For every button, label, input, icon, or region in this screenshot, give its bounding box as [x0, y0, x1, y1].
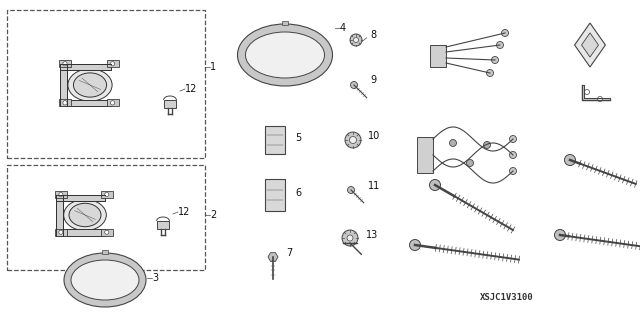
Circle shape — [554, 229, 566, 241]
Circle shape — [483, 142, 490, 149]
Text: 8: 8 — [370, 30, 376, 40]
FancyBboxPatch shape — [164, 100, 177, 108]
FancyBboxPatch shape — [59, 60, 71, 67]
Circle shape — [486, 70, 493, 77]
Circle shape — [509, 152, 516, 159]
Circle shape — [105, 192, 109, 197]
Circle shape — [598, 97, 602, 101]
Text: 3: 3 — [152, 273, 158, 283]
Ellipse shape — [74, 73, 107, 97]
FancyBboxPatch shape — [60, 100, 111, 106]
FancyBboxPatch shape — [59, 100, 71, 106]
Text: XSJC1V3100: XSJC1V3100 — [480, 293, 534, 302]
Circle shape — [63, 101, 67, 105]
Circle shape — [345, 132, 361, 148]
Ellipse shape — [64, 253, 146, 307]
FancyBboxPatch shape — [107, 60, 118, 67]
Circle shape — [350, 34, 362, 46]
FancyBboxPatch shape — [282, 21, 288, 25]
Circle shape — [347, 235, 353, 241]
FancyBboxPatch shape — [56, 229, 105, 235]
Circle shape — [449, 139, 456, 146]
Circle shape — [584, 90, 589, 94]
Circle shape — [351, 81, 358, 88]
Circle shape — [502, 29, 509, 36]
Text: 12: 12 — [178, 207, 190, 217]
FancyBboxPatch shape — [430, 45, 446, 67]
Polygon shape — [582, 33, 598, 57]
Text: 13: 13 — [366, 230, 378, 240]
Ellipse shape — [71, 260, 139, 300]
FancyBboxPatch shape — [417, 137, 433, 173]
Polygon shape — [582, 85, 610, 100]
Text: 4: 4 — [340, 23, 346, 33]
Text: 1: 1 — [210, 62, 216, 72]
Circle shape — [348, 187, 355, 194]
FancyBboxPatch shape — [101, 229, 113, 235]
Circle shape — [509, 136, 516, 143]
Ellipse shape — [68, 69, 112, 101]
FancyBboxPatch shape — [55, 229, 67, 235]
Circle shape — [353, 38, 358, 42]
Circle shape — [410, 240, 420, 250]
Text: 11: 11 — [368, 181, 380, 191]
Circle shape — [111, 101, 115, 105]
FancyBboxPatch shape — [101, 191, 113, 198]
Circle shape — [429, 180, 440, 190]
Text: 12: 12 — [185, 84, 197, 94]
Circle shape — [349, 137, 356, 144]
Text: 5: 5 — [295, 133, 301, 143]
Ellipse shape — [246, 32, 324, 78]
Circle shape — [509, 167, 516, 174]
Text: 9: 9 — [370, 75, 376, 85]
Circle shape — [492, 56, 499, 63]
Text: 10: 10 — [368, 131, 380, 141]
FancyBboxPatch shape — [265, 179, 285, 211]
Polygon shape — [575, 23, 605, 67]
Ellipse shape — [237, 24, 333, 86]
Circle shape — [564, 154, 575, 166]
Text: 7: 7 — [286, 248, 292, 258]
Circle shape — [342, 230, 358, 246]
Circle shape — [467, 160, 474, 167]
Circle shape — [59, 192, 63, 197]
Text: 6: 6 — [295, 188, 301, 198]
Circle shape — [105, 230, 109, 234]
Circle shape — [497, 41, 504, 48]
Circle shape — [111, 62, 115, 66]
FancyBboxPatch shape — [265, 126, 285, 154]
FancyBboxPatch shape — [56, 195, 105, 201]
Ellipse shape — [69, 203, 101, 227]
Circle shape — [63, 62, 67, 66]
FancyBboxPatch shape — [60, 64, 111, 70]
FancyBboxPatch shape — [107, 100, 118, 106]
FancyBboxPatch shape — [56, 195, 63, 235]
Text: 2: 2 — [210, 210, 216, 220]
Circle shape — [59, 230, 63, 234]
FancyBboxPatch shape — [102, 250, 108, 254]
FancyBboxPatch shape — [157, 221, 170, 229]
Ellipse shape — [64, 199, 106, 231]
FancyBboxPatch shape — [55, 191, 67, 198]
FancyBboxPatch shape — [60, 64, 67, 106]
